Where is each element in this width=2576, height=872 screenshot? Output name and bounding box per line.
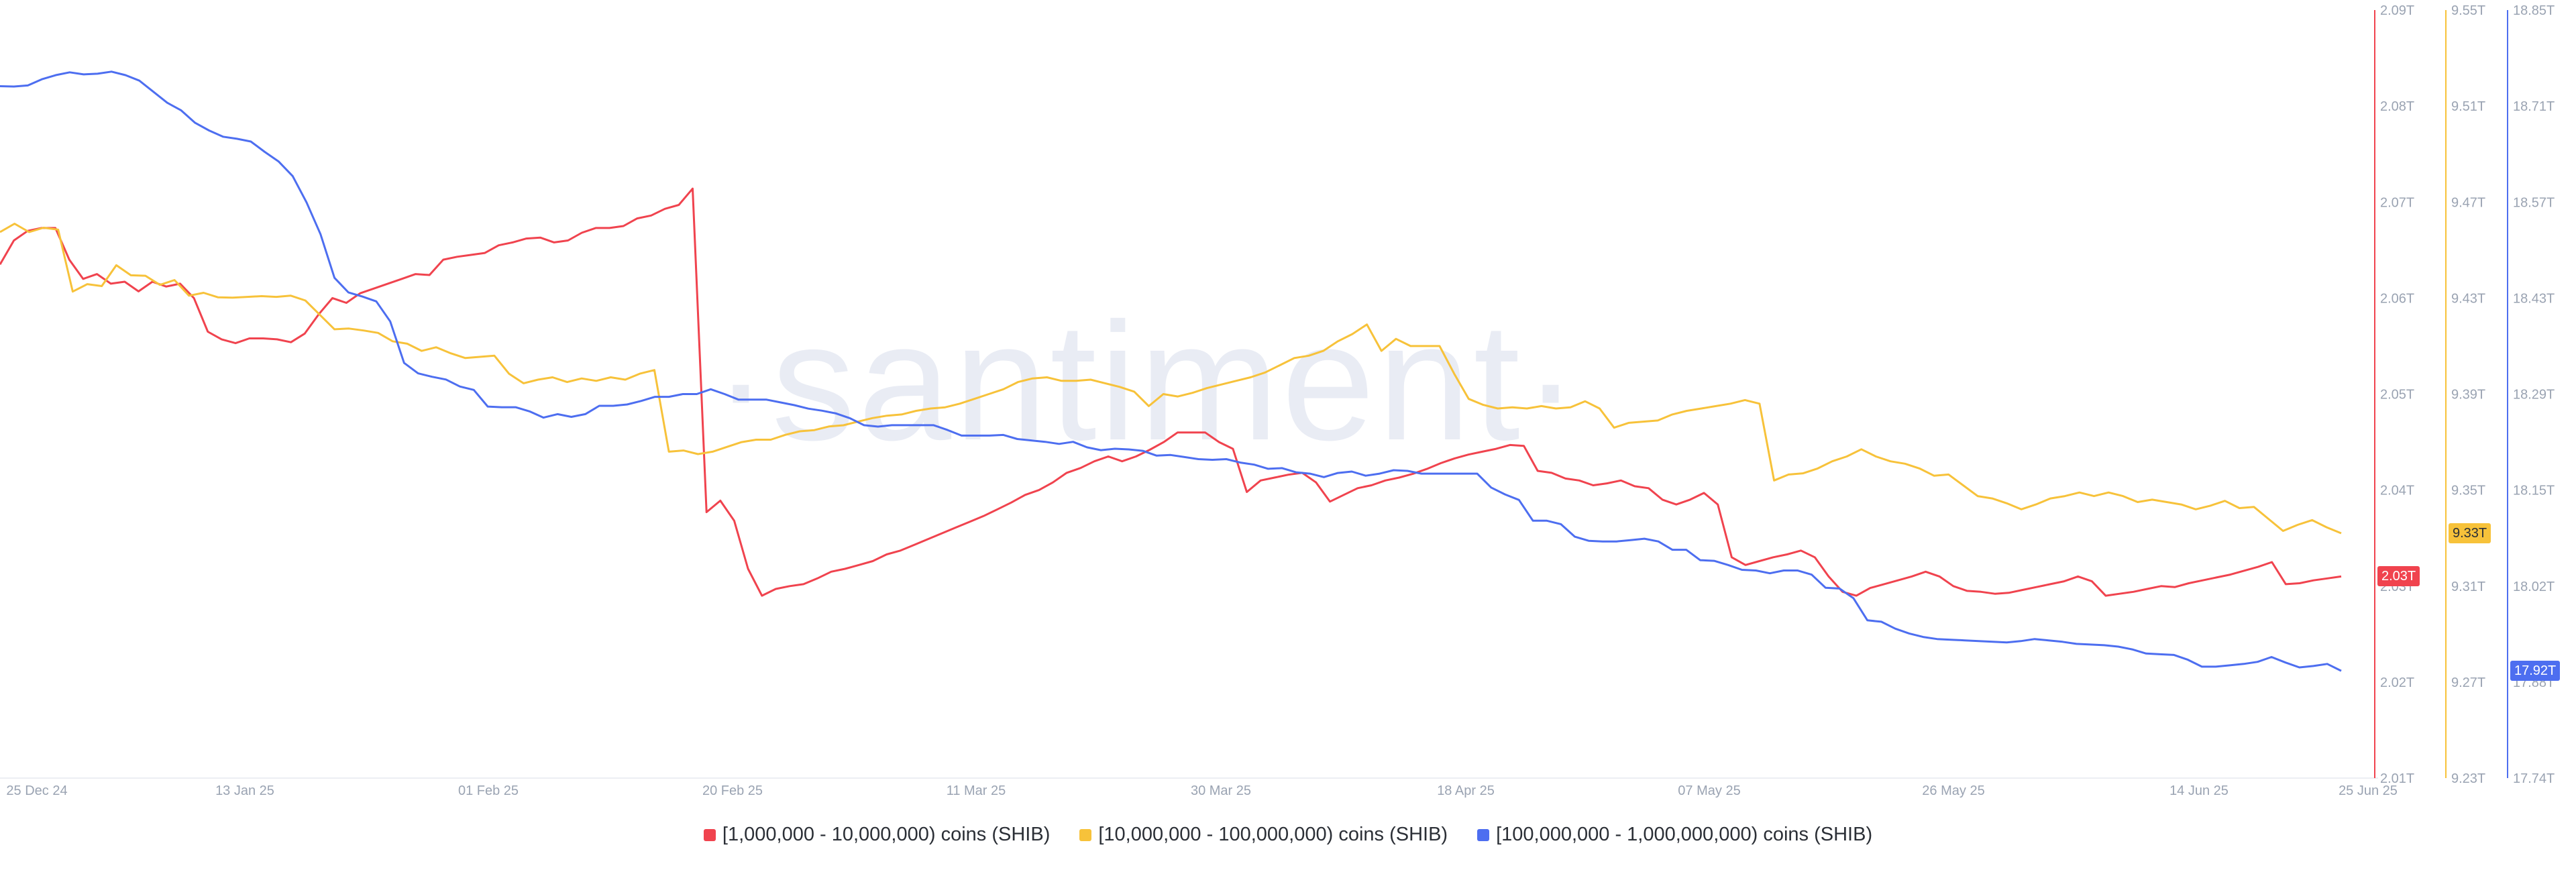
x-tick-label: 18 Apr 25	[1437, 783, 1495, 798]
x-tick-label: 11 Mar 25	[947, 783, 1006, 798]
y-tick-label-yellow: 9.39T	[2451, 388, 2485, 402]
y-tick-label-yellow: 9.35T	[2451, 484, 2485, 498]
y-tick-label-blue: 18.85T	[2513, 3, 2555, 18]
x-tick-label: 30 Mar 25	[1191, 783, 1251, 798]
santiment-watermark: ·santiment·	[713, 288, 1581, 475]
legend-item-red[interactable]: [1,000,000 - 10,000,000) coins (SHIB)	[703, 824, 1051, 846]
x-tick-label: 01 Feb 25	[458, 783, 519, 798]
last-value-badge-blue: 17.92T	[2510, 661, 2561, 682]
y-tick-label-blue: 18.57T	[2513, 195, 2555, 210]
x-tick-label: 26 May 25	[1922, 783, 1984, 798]
legend-label-blue: [100,000,000 - 1,000,000,000) coins (SHI…	[1496, 824, 1873, 845]
y-tick-label-yellow: 9.23T	[2451, 771, 2485, 786]
y-tick-label-yellow: 9.27T	[2451, 675, 2485, 690]
y-tick-label-yellow: 9.51T	[2451, 99, 2485, 114]
y-tick-label-yellow: 9.47T	[2451, 195, 2485, 210]
y-tick-label-blue: 18.02T	[2513, 580, 2555, 594]
legend-item-blue[interactable]: [100,000,000 - 1,000,000,000) coins (SHI…	[1477, 824, 1872, 846]
last-value-badge-red: 2.03T	[2377, 566, 2420, 587]
y-tick-label-blue: 18.29T	[2513, 388, 2555, 402]
y-tick-label-red: 2.09T	[2380, 3, 2414, 18]
series-line-yellow	[0, 223, 2342, 535]
y-tick-label-red: 2.04T	[2380, 484, 2414, 498]
x-tick-label: 07 May 25	[1678, 783, 1740, 798]
series-line-red	[0, 187, 2342, 597]
y-tick-label-red: 2.05T	[2380, 388, 2414, 402]
y-tick-label-red: 2.01T	[2380, 771, 2414, 786]
y-tick-label-blue: 17.74T	[2513, 771, 2555, 786]
legend-swatch-red	[703, 828, 716, 841]
legend-item-yellow[interactable]: [10,000,000 - 100,000,000) coins (SHIB)	[1079, 824, 1448, 846]
y-tick-label-red: 2.08T	[2380, 99, 2414, 114]
legend-label-yellow: [10,000,000 - 100,000,000) coins (SHIB)	[1098, 824, 1448, 845]
y-tick-label-blue: 18.15T	[2513, 484, 2555, 498]
y-tick-label-red: 2.07T	[2380, 195, 2414, 210]
x-tick-label: 20 Feb 25	[702, 783, 763, 798]
y-tick-label-blue: 18.71T	[2513, 99, 2555, 114]
x-tick-label: 14 Jun 25	[2169, 783, 2229, 798]
last-value-badge-yellow: 9.33T	[2449, 523, 2491, 544]
legend-label-red: [1,000,000 - 10,000,000) coins (SHIB)	[722, 824, 1051, 845]
y-tick-label-yellow: 9.43T	[2451, 291, 2485, 306]
series-line-blue	[0, 70, 2342, 672]
series-lines	[0, 70, 2342, 672]
legend-swatch-blue	[1477, 828, 1490, 841]
y-tick-label-red: 2.02T	[2380, 675, 2414, 690]
x-tick-label: 25 Jun 25	[2339, 783, 2398, 798]
legend-swatch-yellow	[1079, 828, 1092, 841]
y-tick-label-red: 2.06T	[2380, 291, 2414, 306]
x-tick-label: 13 Jan 25	[215, 783, 274, 798]
y-tick-label-yellow: 9.55T	[2451, 3, 2485, 18]
y-axes: 2.09T 2.08T 2.07T 2.06T 2.05T 2.04T 2.03T 2.02T…	[2374, 3, 2555, 786]
x-tick-label: 25 Dec 24	[6, 783, 67, 798]
y-tick-label-yellow: 9.31T	[2451, 580, 2485, 594]
y-tick-label-blue: 18.43T	[2513, 291, 2555, 306]
chart-legend: [1,000,000 - 10,000,000) coins (SHIB) [1…	[0, 824, 2576, 846]
x-axis-ticks: 25 Dec 24 13 Jan 25 01 Feb 25 20 Feb 25 11 M…	[6, 783, 2398, 798]
